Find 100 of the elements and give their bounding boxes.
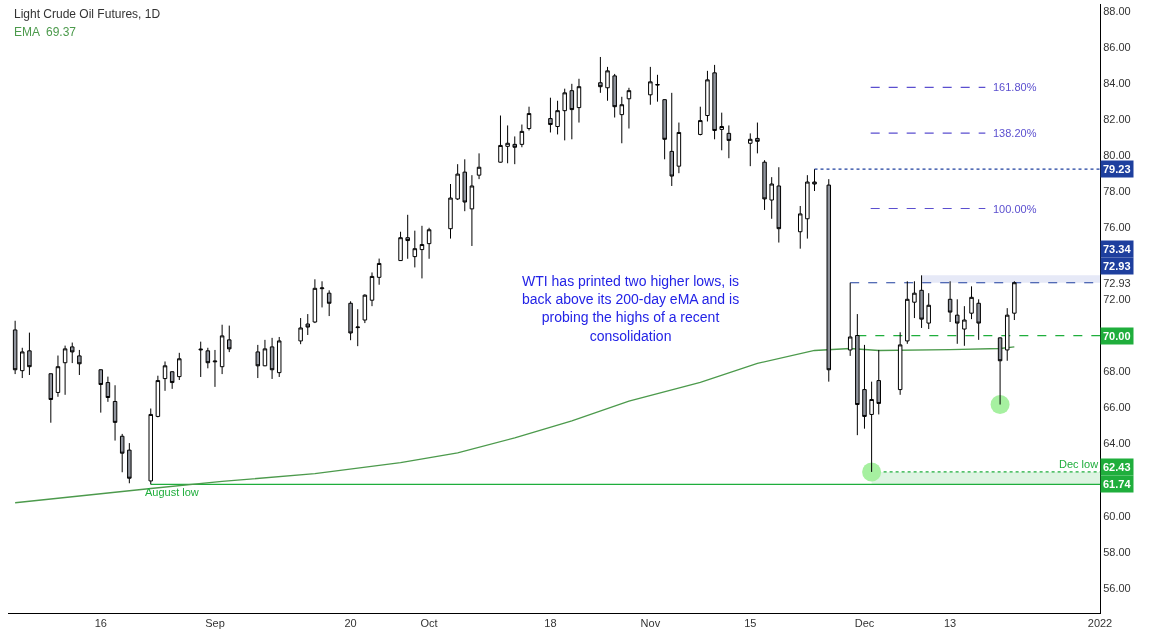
candlestick xyxy=(748,132,753,167)
candlestick xyxy=(655,74,660,103)
candlestick xyxy=(648,66,653,106)
candlestick xyxy=(348,300,353,341)
y-tick-label: 72.00 xyxy=(1103,293,1131,306)
candlestick xyxy=(412,230,418,268)
x-tick-label: Dec xyxy=(854,617,875,630)
candlestick xyxy=(212,349,218,388)
x-tick-label: 18 xyxy=(544,617,557,630)
candlestick xyxy=(897,331,903,396)
candlestick xyxy=(119,433,125,473)
candlestick xyxy=(362,293,368,324)
candlestick xyxy=(505,124,510,164)
candlestick xyxy=(426,227,432,260)
candlestick xyxy=(869,381,874,473)
y-tick-label: 72.93 xyxy=(1103,276,1131,289)
candlestick xyxy=(205,347,211,369)
y-tick-label: 66.00 xyxy=(1103,401,1131,414)
y-tick-label: 56.00 xyxy=(1103,581,1131,594)
candlestick xyxy=(876,349,881,415)
candlestick xyxy=(862,344,867,430)
candlestick xyxy=(969,285,974,320)
text: EMA xyxy=(14,25,40,39)
candlestick xyxy=(926,292,931,330)
candlestick xyxy=(48,373,54,424)
candlestick xyxy=(20,347,25,379)
candlestick xyxy=(398,231,403,262)
candlestick xyxy=(705,70,710,122)
candlestick xyxy=(77,349,82,376)
candlestick xyxy=(797,205,803,250)
candlestick xyxy=(498,115,503,164)
candlestick xyxy=(569,83,575,140)
candlestick xyxy=(912,280,917,319)
x-tick-label: 13 xyxy=(943,617,957,630)
candlestick xyxy=(812,168,817,192)
annotation: 100.00% xyxy=(993,203,1037,215)
ref-line-label: 70.00 xyxy=(1103,330,1131,342)
candlestick xyxy=(112,384,118,442)
candlestick xyxy=(105,376,111,403)
candlestick xyxy=(855,313,860,436)
candlestick xyxy=(726,124,732,159)
x-tick-label: Oct xyxy=(420,617,438,630)
x-tick-label: 15 xyxy=(744,617,757,630)
candlestick xyxy=(755,122,760,154)
candlestick xyxy=(555,100,560,135)
candlestick xyxy=(576,78,582,124)
candlestick xyxy=(12,320,18,375)
candlestick xyxy=(669,92,675,187)
candlestick xyxy=(605,66,610,102)
y-tick-label: 88.00 xyxy=(1103,5,1131,18)
candlestick xyxy=(55,355,61,398)
candlestick xyxy=(619,96,625,144)
candlestick xyxy=(376,258,382,286)
candlestick xyxy=(548,97,553,133)
candlestick xyxy=(312,278,318,324)
annotation: WTI has printed two higher lows, is back above its 200-day eMA and is probing the highs of a recent consolidation xyxy=(522,273,740,344)
candlestick xyxy=(826,178,832,383)
x-tick-label: Nov xyxy=(640,617,661,630)
y-tick-label: 76.00 xyxy=(1103,221,1131,234)
x-tick-label: Sep xyxy=(205,617,225,630)
candlestick xyxy=(298,317,303,345)
candlestick xyxy=(612,73,617,119)
chart-title: Light Crude Oil Futures, 1D xyxy=(14,7,161,21)
ref-line-label: 61.74 xyxy=(1103,478,1132,490)
candlestick xyxy=(626,87,632,129)
candlestick xyxy=(227,325,232,353)
ref-line-label: 79.23 xyxy=(1103,163,1131,175)
annotation: 69.37 xyxy=(46,25,77,39)
candlestick xyxy=(1004,307,1010,362)
candlestick xyxy=(562,88,567,141)
candlestick xyxy=(169,370,175,390)
candlestick xyxy=(305,313,311,336)
candlestick xyxy=(27,332,32,376)
candlestick xyxy=(148,408,153,485)
candlestick xyxy=(355,308,360,347)
candlestick xyxy=(219,324,225,375)
candlestick xyxy=(276,336,282,378)
candlestick xyxy=(976,298,981,341)
candlestick xyxy=(955,298,960,345)
y-tick-label: 68.00 xyxy=(1103,365,1131,378)
candlestick xyxy=(997,337,1003,406)
candlestick xyxy=(462,158,468,212)
annotation: August low xyxy=(145,486,199,498)
line-series xyxy=(14,346,1015,504)
candlestick xyxy=(62,345,68,396)
ref-line-label: 62.43 xyxy=(1103,461,1131,473)
candlestick xyxy=(947,280,953,323)
candlestick xyxy=(69,342,75,364)
candlestick xyxy=(776,166,782,244)
candlestick xyxy=(769,176,774,220)
candlestick xyxy=(405,214,410,260)
y-tick-label: 78.00 xyxy=(1103,185,1131,198)
candlestick xyxy=(155,375,161,418)
y-tick-label: 80.00 xyxy=(1103,149,1131,162)
candlestick xyxy=(919,274,924,329)
y-tick-label: 86.00 xyxy=(1103,41,1131,54)
candlestick xyxy=(676,122,682,174)
candlestick xyxy=(662,98,667,160)
candlestick xyxy=(326,289,332,317)
candlestick xyxy=(419,225,425,279)
